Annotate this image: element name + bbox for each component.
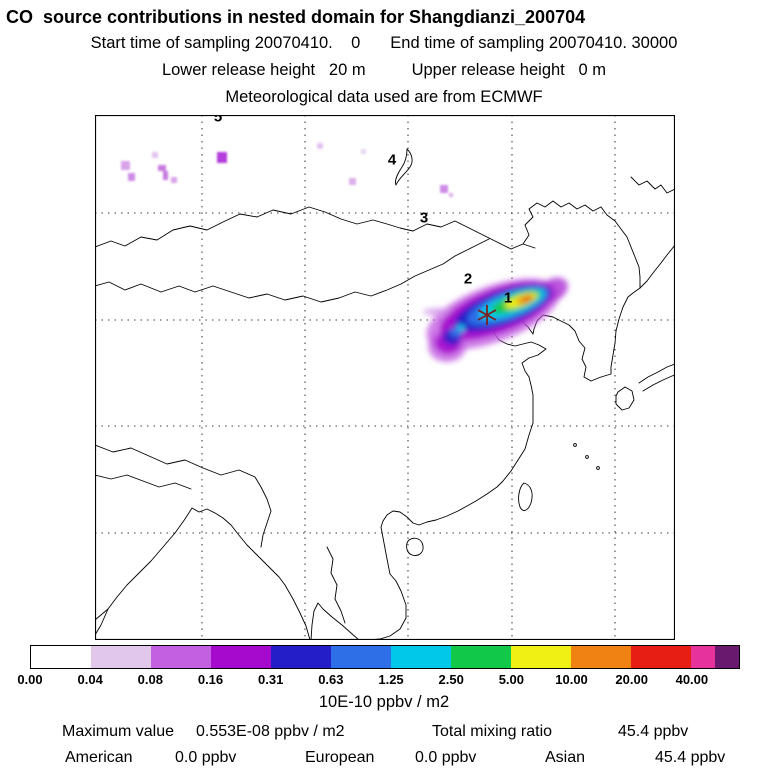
release-site-marker <box>477 305 497 325</box>
colorbar-segment <box>331 646 391 668</box>
map-area: 1 2 3 4 5 <box>95 115 675 640</box>
colorbar-tick-0.00: 0.00 <box>17 672 43 687</box>
region-name: Asian <box>545 749 586 766</box>
lower-release-height-text: Lower release height 20 m <box>161 61 366 79</box>
grid-lines <box>95 115 675 640</box>
map-frame <box>95 115 675 640</box>
colorbar <box>30 645 740 669</box>
trajectory-day-label-2: 2 <box>463 270 473 288</box>
trajectory-day-label-3: 3 <box>419 209 429 227</box>
trajectory-day-label-1: 1 <box>503 289 513 307</box>
colorbar-tick-0.63: 0.63 <box>318 672 344 687</box>
region-american: American 0.0 ppbv <box>65 749 236 767</box>
colorbar-segment <box>31 646 91 668</box>
colorbar-segment <box>511 646 571 668</box>
colorbar-segment <box>631 646 691 668</box>
met-data-text: Meteorological data used are from ECMWF <box>225 88 543 106</box>
coastlines <box>95 148 675 640</box>
region-name: European <box>305 749 375 766</box>
colorbar-segment <box>91 646 151 668</box>
colorbar-tick-0.04: 0.04 <box>77 672 103 687</box>
region-value: 45.4 ppbv <box>655 749 726 766</box>
colorbar-tick-0.16: 0.16 <box>197 672 224 687</box>
sampling-times-line: Start time of sampling 20070410. 0 End t… <box>0 34 768 53</box>
upper-release-height-text: Upper release height 0 m <box>411 61 607 79</box>
region-contributions: American 0.0 ppbv European 0.0 ppbv Asian 45.… <box>0 749 768 768</box>
max-value-label: Maximum value <box>62 723 175 740</box>
colorbar-segment <box>211 646 271 668</box>
colorbar-segment <box>271 646 331 668</box>
map-plot-svg <box>95 115 675 640</box>
colorbar-segment <box>571 646 631 668</box>
stats-line: Maximum value 0.553E-08 ppbv / m2 Total … <box>0 723 768 743</box>
colorbar-tick-0.08: 0.08 <box>137 672 163 687</box>
figure-title: CO source contributions in nested domain… <box>6 7 586 27</box>
total-mixing-ratio-value: 45.4 ppbv <box>618 723 689 740</box>
region-name: American <box>65 749 133 766</box>
sampling-end-text: End time of sampling 20070410. 30000 <box>390 34 678 52</box>
colorbar-tick-1.25: 1.25 <box>378 672 404 687</box>
colorbar-wrap: 0.00 0.04 0.08 0.16 0.31 0.63 1.25 2.50 5.00 10.0… <box>17 645 740 688</box>
trajectory-day-label-4: 4 <box>387 151 397 169</box>
colorbar-tick-40.00: 40.00 <box>675 672 709 687</box>
colorbar-tick-20.00: 20.00 <box>615 672 648 687</box>
colorbar-segment <box>691 646 715 668</box>
colorbar-segment <box>715 646 739 668</box>
trajectory-day-label-5: 5 <box>213 115 223 126</box>
colorbar-tick-10.00: 10.00 <box>555 672 588 687</box>
colorbar-unit: 10E-10 ppbv / m2 <box>318 693 450 711</box>
region-value: 0.0 ppbv <box>175 749 237 766</box>
region-european: European 0.0 ppbv <box>305 749 476 767</box>
colorbar-tick-0.31: 0.31 <box>258 672 284 687</box>
total-mixing-ratio-label: Total mixing ratio <box>432 723 553 740</box>
region-asian: Asian 45.4 ppbv <box>545 749 725 767</box>
max-value: 0.553E-08 ppbv / m2 <box>196 723 345 740</box>
colorbar-ticks: 0.00 0.04 0.08 0.16 0.31 0.63 1.25 2.50 5.00 10.0… <box>17 672 740 688</box>
colorbar-tick-5.00: 5.00 <box>498 672 524 687</box>
concentration-plume <box>423 277 568 362</box>
colorbar-tick-2.50: 2.50 <box>438 672 464 687</box>
colorbar-segment <box>151 646 211 668</box>
scattered-contribution-pixels <box>121 143 453 197</box>
colorbar-segment <box>391 646 451 668</box>
region-value: 0.0 ppbv <box>415 749 477 766</box>
sampling-start-text: Start time of sampling 20070410. 0 <box>90 34 361 52</box>
release-heights-line: Lower release height 20 m Upper release … <box>0 61 768 80</box>
met-data-line: Meteorological data used are from ECMWF <box>0 88 768 107</box>
colorbar-segment <box>451 646 511 668</box>
